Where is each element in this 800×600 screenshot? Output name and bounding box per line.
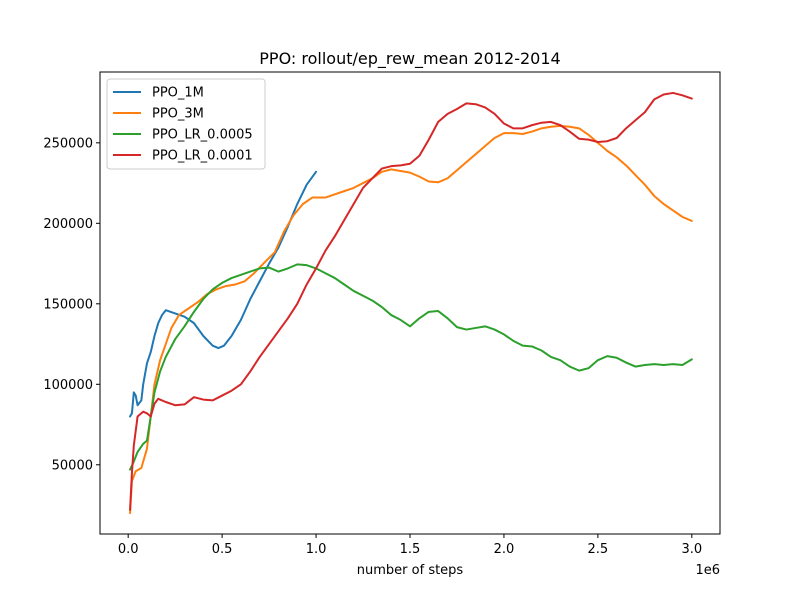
x-tick-label: 0.0 <box>118 542 139 557</box>
series-line-ppo-3m <box>129 124 693 515</box>
x-tick-label: 1.5 <box>400 542 421 557</box>
series-layer <box>129 91 693 515</box>
x-tick-label: 2.0 <box>494 542 515 557</box>
y-tick-label: 50000 <box>52 458 93 473</box>
y-tick-label: 250000 <box>43 136 93 151</box>
series-line-ppo-lr-0-0005 <box>129 263 693 471</box>
legend-label: PPO_1M <box>152 86 204 101</box>
legend: PPO_1M PPO_3M PPO_LR_0.0005 PPO_LR_0.0001 <box>106 78 266 170</box>
y-axis: 50000 100000 150000 200000 250000 <box>43 136 100 473</box>
chart-title: PPO: rollout/ep_rew_mean 2012-2014 <box>259 49 560 69</box>
y-tick-label: 100000 <box>43 378 93 393</box>
series-line-ppo-lr-0-0001 <box>129 91 693 511</box>
legend-box <box>106 78 266 170</box>
x-axis-label: number of steps <box>357 563 464 578</box>
x-axis-offset-label: 1e6 <box>695 563 720 578</box>
x-tick-label: 1.0 <box>306 542 327 557</box>
legend-label: PPO_3M <box>152 107 204 122</box>
y-tick-label: 150000 <box>43 297 93 312</box>
legend-label: PPO_LR_0.0001 <box>152 149 253 164</box>
x-tick-label: 3.0 <box>681 542 702 557</box>
x-tick-label: 0.5 <box>212 542 233 557</box>
legend-label: PPO_LR_0.0005 <box>152 128 253 143</box>
x-tick-label: 2.5 <box>588 542 609 557</box>
y-tick-label: 200000 <box>43 217 93 232</box>
x-axis: 0.0 0.5 1.0 1.5 2.0 2.5 3.0 <box>118 534 702 557</box>
